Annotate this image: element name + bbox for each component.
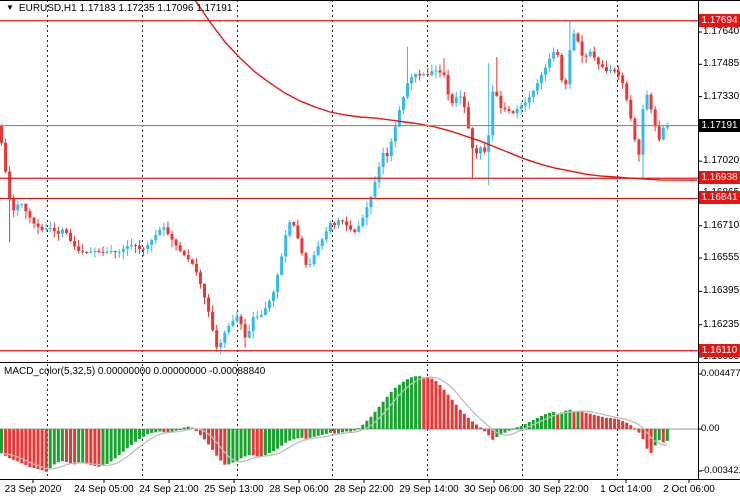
y-axis-label: 1.16235 [703,318,740,330]
price-axis[interactable] [698,0,740,480]
y-axis-label: 1.16395 [703,285,740,297]
macd-indicator-label: MACD_color(5,32,5) 0.00000000 0.00000000… [4,366,266,377]
macd-axis-label: 0.0044773 [701,367,740,379]
macd-axis-label: 0.00 [701,423,720,434]
macd-axis-label: -0.003421 [701,465,740,477]
level-price-badge[interactable]: 1.17694 [699,13,740,27]
x-axis-label: 30 Sep 22:00 [529,484,589,495]
x-axis-label: 24 Sep 05:00 [74,484,134,495]
chart-title-text: EURUSD,H1 1.17183 1.17235 1.17096 1.1719… [18,3,233,14]
y-axis-label: 1.16710 [703,219,740,231]
level-price-badge[interactable]: 1.16110 [699,343,740,357]
x-axis-label: 25 Sep 13:00 [204,484,264,495]
symbol-dropdown-icon[interactable]: ▼ [6,3,14,12]
level-price-badge[interactable]: 1.16841 [699,191,740,205]
x-axis-label: 23 Sep 2020 [4,484,62,495]
x-axis-label: 1 Oct 14:00 [600,484,652,495]
current-price-badge: 1.17191 [699,118,740,132]
x-axis-label: 30 Sep 06:00 [464,484,524,495]
y-axis-label: 1.17330 [703,90,740,102]
y-axis-label: 1.17020 [703,155,740,167]
y-axis-label: 1.17640 [703,26,740,37]
x-axis-label: 24 Sep 21:00 [139,484,199,495]
y-axis-label: 1.17485 [703,58,740,70]
x-axis-label: 28 Sep 06:00 [269,484,329,495]
chart-title: ▼ EURUSD,H1 1.17183 1.17235 1.17096 1.171… [6,2,232,15]
level-price-badge[interactable]: 1.16938 [699,171,740,185]
x-axis-label: 29 Sep 14:00 [399,484,459,495]
y-axis-label: 1.16555 [703,252,740,264]
x-axis-label: 28 Sep 22:00 [334,484,394,495]
x-axis-label: 2 Oct 06:00 [663,484,715,495]
